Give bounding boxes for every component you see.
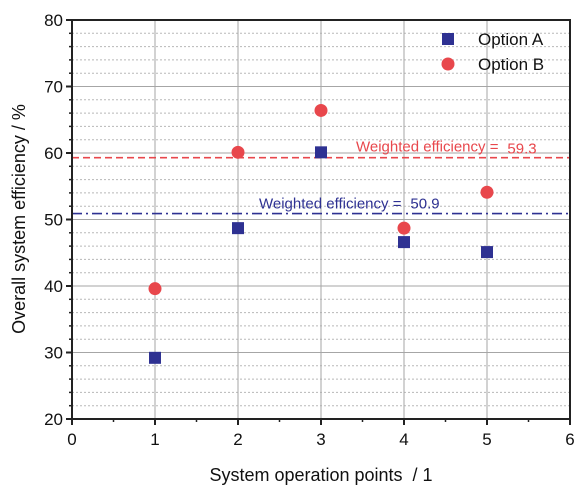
x-axis-title: System operation points / 1	[209, 465, 432, 485]
grid	[72, 20, 570, 419]
data-points	[148, 103, 494, 364]
x-tick-label: 3	[316, 430, 325, 449]
y-tick-label: 60	[44, 144, 63, 163]
y-tick-label: 40	[44, 277, 63, 296]
x-tick-label: 5	[482, 430, 491, 449]
legend-marker	[441, 57, 455, 71]
x-tick-label: 1	[150, 430, 159, 449]
option-a-point	[481, 246, 493, 259]
legend: Option A Option B	[441, 30, 544, 74]
reference-line-label: Weighted efficiency =	[356, 139, 499, 156]
option-b-point	[397, 221, 411, 235]
option-a-point	[315, 146, 327, 159]
x-tick-label: 4	[399, 430, 408, 449]
reference-line-label: Weighted efficiency =	[259, 196, 402, 213]
y-tick-label: 20	[44, 410, 63, 429]
legend-label: Option A	[478, 30, 544, 49]
y-tick-label: 50	[44, 211, 63, 230]
x-tick-label: 2	[233, 430, 242, 449]
option-a-point	[398, 236, 410, 249]
x-tick-label: 0	[67, 430, 76, 449]
axes: 20 30 40 50 60 70 80 0 1 2 3 4 5 6	[44, 11, 574, 449]
reference-lines: Weighted efficiency = 59.3 Weighted effici…	[72, 139, 570, 215]
reference-line-value: 59.3	[507, 141, 536, 158]
option-b-point	[314, 103, 328, 117]
y-axis-title: Overall system efficiency / %	[9, 104, 29, 334]
option-b-point	[231, 145, 245, 159]
y-tick-label: 80	[44, 11, 63, 30]
y-tick-label: 70	[44, 78, 63, 97]
option-b-point	[480, 185, 494, 199]
legend-label: Option B	[478, 55, 544, 74]
y-tick-label: 30	[44, 344, 63, 363]
reference-line-value: 50.9	[410, 196, 439, 213]
x-tick-label: 6	[565, 430, 574, 449]
legend-marker	[442, 33, 454, 45]
option-b-point	[148, 282, 162, 296]
option-a-point	[149, 351, 161, 364]
option-a-point	[232, 222, 244, 235]
